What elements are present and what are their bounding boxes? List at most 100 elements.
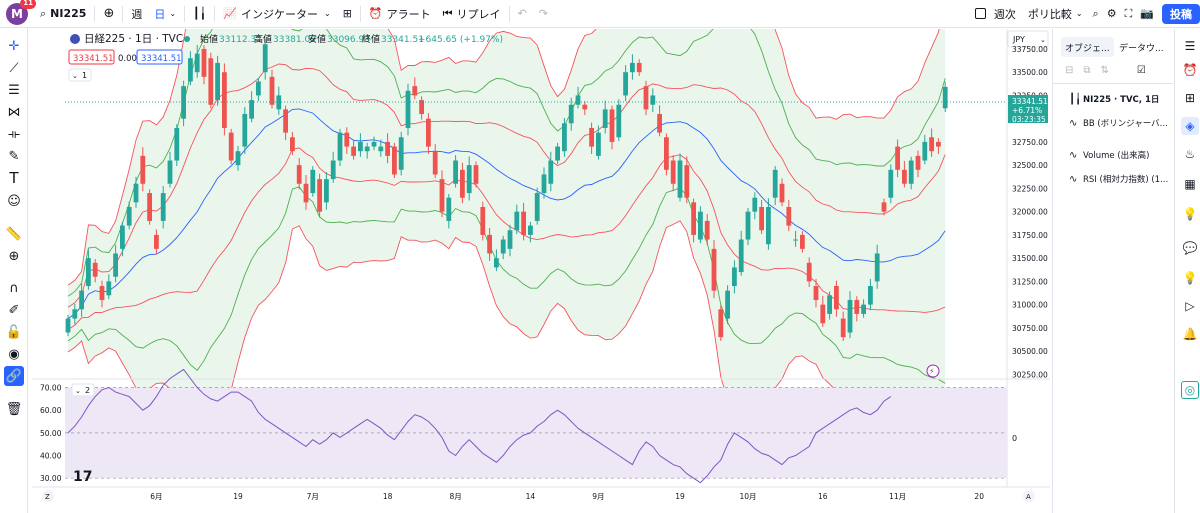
drawing-toolbar: ✛ ⟋ ☰ ⋈ ⟛ ✎ T ☺ 📏 ⊕ ∩ ✐ 🔓 ◉ 🔗 🗑 xyxy=(0,28,28,513)
play-icon: ▷ xyxy=(1185,299,1195,313)
candle-body xyxy=(120,225,125,249)
manage-icon[interactable]: ☑ xyxy=(1136,65,1146,76)
chevron-down-icon: ⌄ xyxy=(75,387,81,395)
bell-icon: 🔔 xyxy=(1182,327,1198,341)
smiley-icon: ☺ xyxy=(7,193,21,209)
candle-body xyxy=(650,95,656,105)
interval-daily-label: 日 xyxy=(154,7,166,21)
crosshair-icon: ✛ xyxy=(8,38,20,54)
symbol-search-button[interactable]: ⌕ NI225 xyxy=(34,0,92,28)
sell-price-box[interactable] xyxy=(68,49,115,65)
candle-body xyxy=(664,137,669,170)
candle-body xyxy=(670,160,676,184)
fullscreen-button[interactable]: ⛶ xyxy=(1121,0,1137,28)
interval-weekly-label: 週 xyxy=(131,7,143,21)
hotlists-button[interactable]: ♨ xyxy=(1181,145,1199,163)
crosshair-tool[interactable]: ✛ xyxy=(4,36,24,56)
compare-button[interactable]: ポリ比較 ⌄ xyxy=(1022,0,1089,28)
watchlist-button[interactable]: ☰ xyxy=(1181,37,1199,55)
candle-body xyxy=(942,86,948,109)
list-item-label: RSI (相対力指数) (1... xyxy=(1083,175,1169,185)
notifications-button[interactable]: 🔔 xyxy=(1181,325,1199,343)
snapshot-button[interactable]: 📷 xyxy=(1136,0,1158,28)
lightbulb-icon: 💡 xyxy=(1182,207,1198,221)
chart-type-button[interactable]: ┃╽ xyxy=(187,0,212,28)
chart-area[interactable]: 日経225 · 1日 · TVC 始値 33112.31 高値 33381.09… xyxy=(32,29,1050,513)
pattern-tool[interactable]: ⋈ xyxy=(4,102,24,122)
link-tool[interactable]: 🔗 xyxy=(4,366,24,386)
currency-selector[interactable] xyxy=(1007,30,1049,48)
candle-body xyxy=(487,234,492,254)
lightbulb-icon: 💡 xyxy=(1182,271,1198,285)
list-item-volume[interactable]: ∿ Volume (出来高) xyxy=(1069,147,1149,163)
magnet-tool[interactable]: ∩ xyxy=(4,278,24,298)
lock-drawings-tool[interactable]: 🔓 xyxy=(4,322,24,342)
redo-button[interactable]: ↷ xyxy=(533,0,554,28)
list-item-symbol[interactable]: ┃╽ NI225 · TVC, 1日 xyxy=(1069,91,1159,107)
ideas-stream-button[interactable]: 💡 xyxy=(1181,269,1199,287)
measure-tool[interactable]: 📏 xyxy=(4,224,24,244)
chevron-down-icon: ⌄ xyxy=(324,9,331,18)
alert-button[interactable]: ⏰ アラート xyxy=(363,0,437,28)
alerts-panel-button[interactable]: ⏰ xyxy=(1181,61,1199,79)
add-folder-icon[interactable]: ⊟ xyxy=(1065,65,1074,76)
object-tree-button[interactable]: ⊞ xyxy=(1181,89,1199,107)
layers-button[interactable]: ◈ xyxy=(1181,117,1199,135)
price-tick-label: 33500.00 xyxy=(1012,68,1048,77)
user-avatar[interactable]: M 11 xyxy=(6,0,36,25)
candle-body xyxy=(568,104,574,124)
layouts-button[interactable]: ⊞ xyxy=(337,0,358,28)
events-icon[interactable] xyxy=(926,364,940,378)
emoji-tool[interactable]: ☺ xyxy=(4,191,24,211)
hidden-session-toggle[interactable]: 週次 xyxy=(969,0,1022,28)
auto-scale-right-button[interactable] xyxy=(1023,490,1035,502)
interval-weekly-button[interactable]: 週 xyxy=(125,0,148,28)
move-icon[interactable]: ⇅ xyxy=(1100,65,1109,76)
settings-button[interactable]: ⚙ xyxy=(1103,0,1121,28)
price-axis[interactable]: JPY ⌄ 33750.0033500.0033250.0033000.0032… xyxy=(1006,29,1049,487)
text-tool[interactable]: T xyxy=(4,168,24,188)
pane1-collapse-button[interactable] xyxy=(68,68,92,82)
bb-upper1-line xyxy=(67,63,946,308)
bb-basis-line xyxy=(67,108,946,319)
post-button[interactable]: 投稿 xyxy=(1162,3,1200,24)
indicators-button[interactable]: 📈 インジケーター ⌄ xyxy=(217,0,336,28)
last-price-label-box xyxy=(1008,95,1048,123)
forecast-tool[interactable]: ⟛ xyxy=(4,124,24,144)
auto-scale-left-button[interactable] xyxy=(42,490,54,502)
interval-daily-button[interactable]: 日 ⌄ xyxy=(148,0,182,28)
pane2-collapse-button[interactable] xyxy=(71,383,95,397)
brush-tool[interactable]: ✎ xyxy=(4,146,24,166)
copy-icon[interactable]: ⧉ xyxy=(1083,65,1091,76)
undo-button[interactable]: ↶ xyxy=(512,0,533,28)
post-label: 投稿 xyxy=(1170,7,1192,21)
tradingview-logo: 17 xyxy=(73,469,92,485)
hide-drawings-tool[interactable]: ◉ xyxy=(4,344,24,364)
candle-body xyxy=(745,211,751,240)
chat-button[interactable]: 💬 xyxy=(1181,239,1199,257)
replay-button[interactable]: ⏮ リプレイ xyxy=(437,0,507,28)
list-item-rsi[interactable]: ∿ RSI (相対力指数) (1... xyxy=(1069,171,1168,187)
zoom-tool[interactable]: ⊕ xyxy=(4,246,24,266)
buy-price-box[interactable] xyxy=(136,49,183,65)
stay-drawing-tool[interactable]: ✐ xyxy=(4,300,24,320)
calendar-button[interactable]: ▦ xyxy=(1181,175,1199,193)
dom-button[interactable]: ◎ xyxy=(1181,381,1199,399)
trendline-tool[interactable]: ⟋ xyxy=(4,58,24,78)
list-item-bb[interactable]: ∿ BB (ボリンジャーバ... xyxy=(1069,115,1168,131)
streams-button[interactable]: ▷ xyxy=(1181,297,1199,315)
candle-body xyxy=(358,141,363,152)
quick-search-button[interactable]: ⌕ xyxy=(1089,0,1103,28)
candle-body xyxy=(126,207,132,226)
tab-objects[interactable]: オブジェ... xyxy=(1061,37,1114,57)
add-symbol-button[interactable]: ⊕ xyxy=(97,0,120,28)
legend-title: 日経225 · 1日 · TVC xyxy=(84,32,183,45)
legend-open-label: 始値 xyxy=(200,33,218,45)
legend-low-value: 33096.93 xyxy=(327,35,370,45)
ideas-button[interactable]: 💡 xyxy=(1181,205,1199,223)
candle-body xyxy=(398,137,404,170)
delete-tool[interactable]: 🗑 xyxy=(4,399,24,419)
time-axis[interactable]: 6月 19 7月 18 8月 14 9月 19 10月 16 11月 20 xyxy=(150,492,984,501)
fib-tool[interactable]: ☰ xyxy=(4,80,24,100)
tab-data-window[interactable]: データウ... xyxy=(1115,37,1168,57)
